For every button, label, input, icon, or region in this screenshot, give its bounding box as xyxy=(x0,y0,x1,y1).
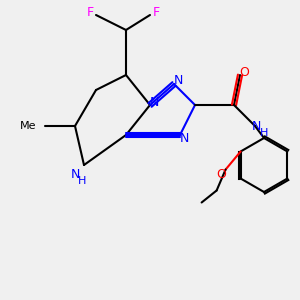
Text: O: O xyxy=(240,65,249,79)
Text: F: F xyxy=(86,5,94,19)
Text: N: N xyxy=(180,131,189,145)
Text: H: H xyxy=(78,176,87,187)
Text: N: N xyxy=(70,167,80,181)
Text: N: N xyxy=(150,95,159,109)
Text: N: N xyxy=(252,119,261,133)
Text: Me: Me xyxy=(20,121,36,131)
Text: F: F xyxy=(152,5,160,19)
Text: N: N xyxy=(174,74,183,88)
Text: H: H xyxy=(260,128,268,139)
Text: O: O xyxy=(216,167,226,181)
